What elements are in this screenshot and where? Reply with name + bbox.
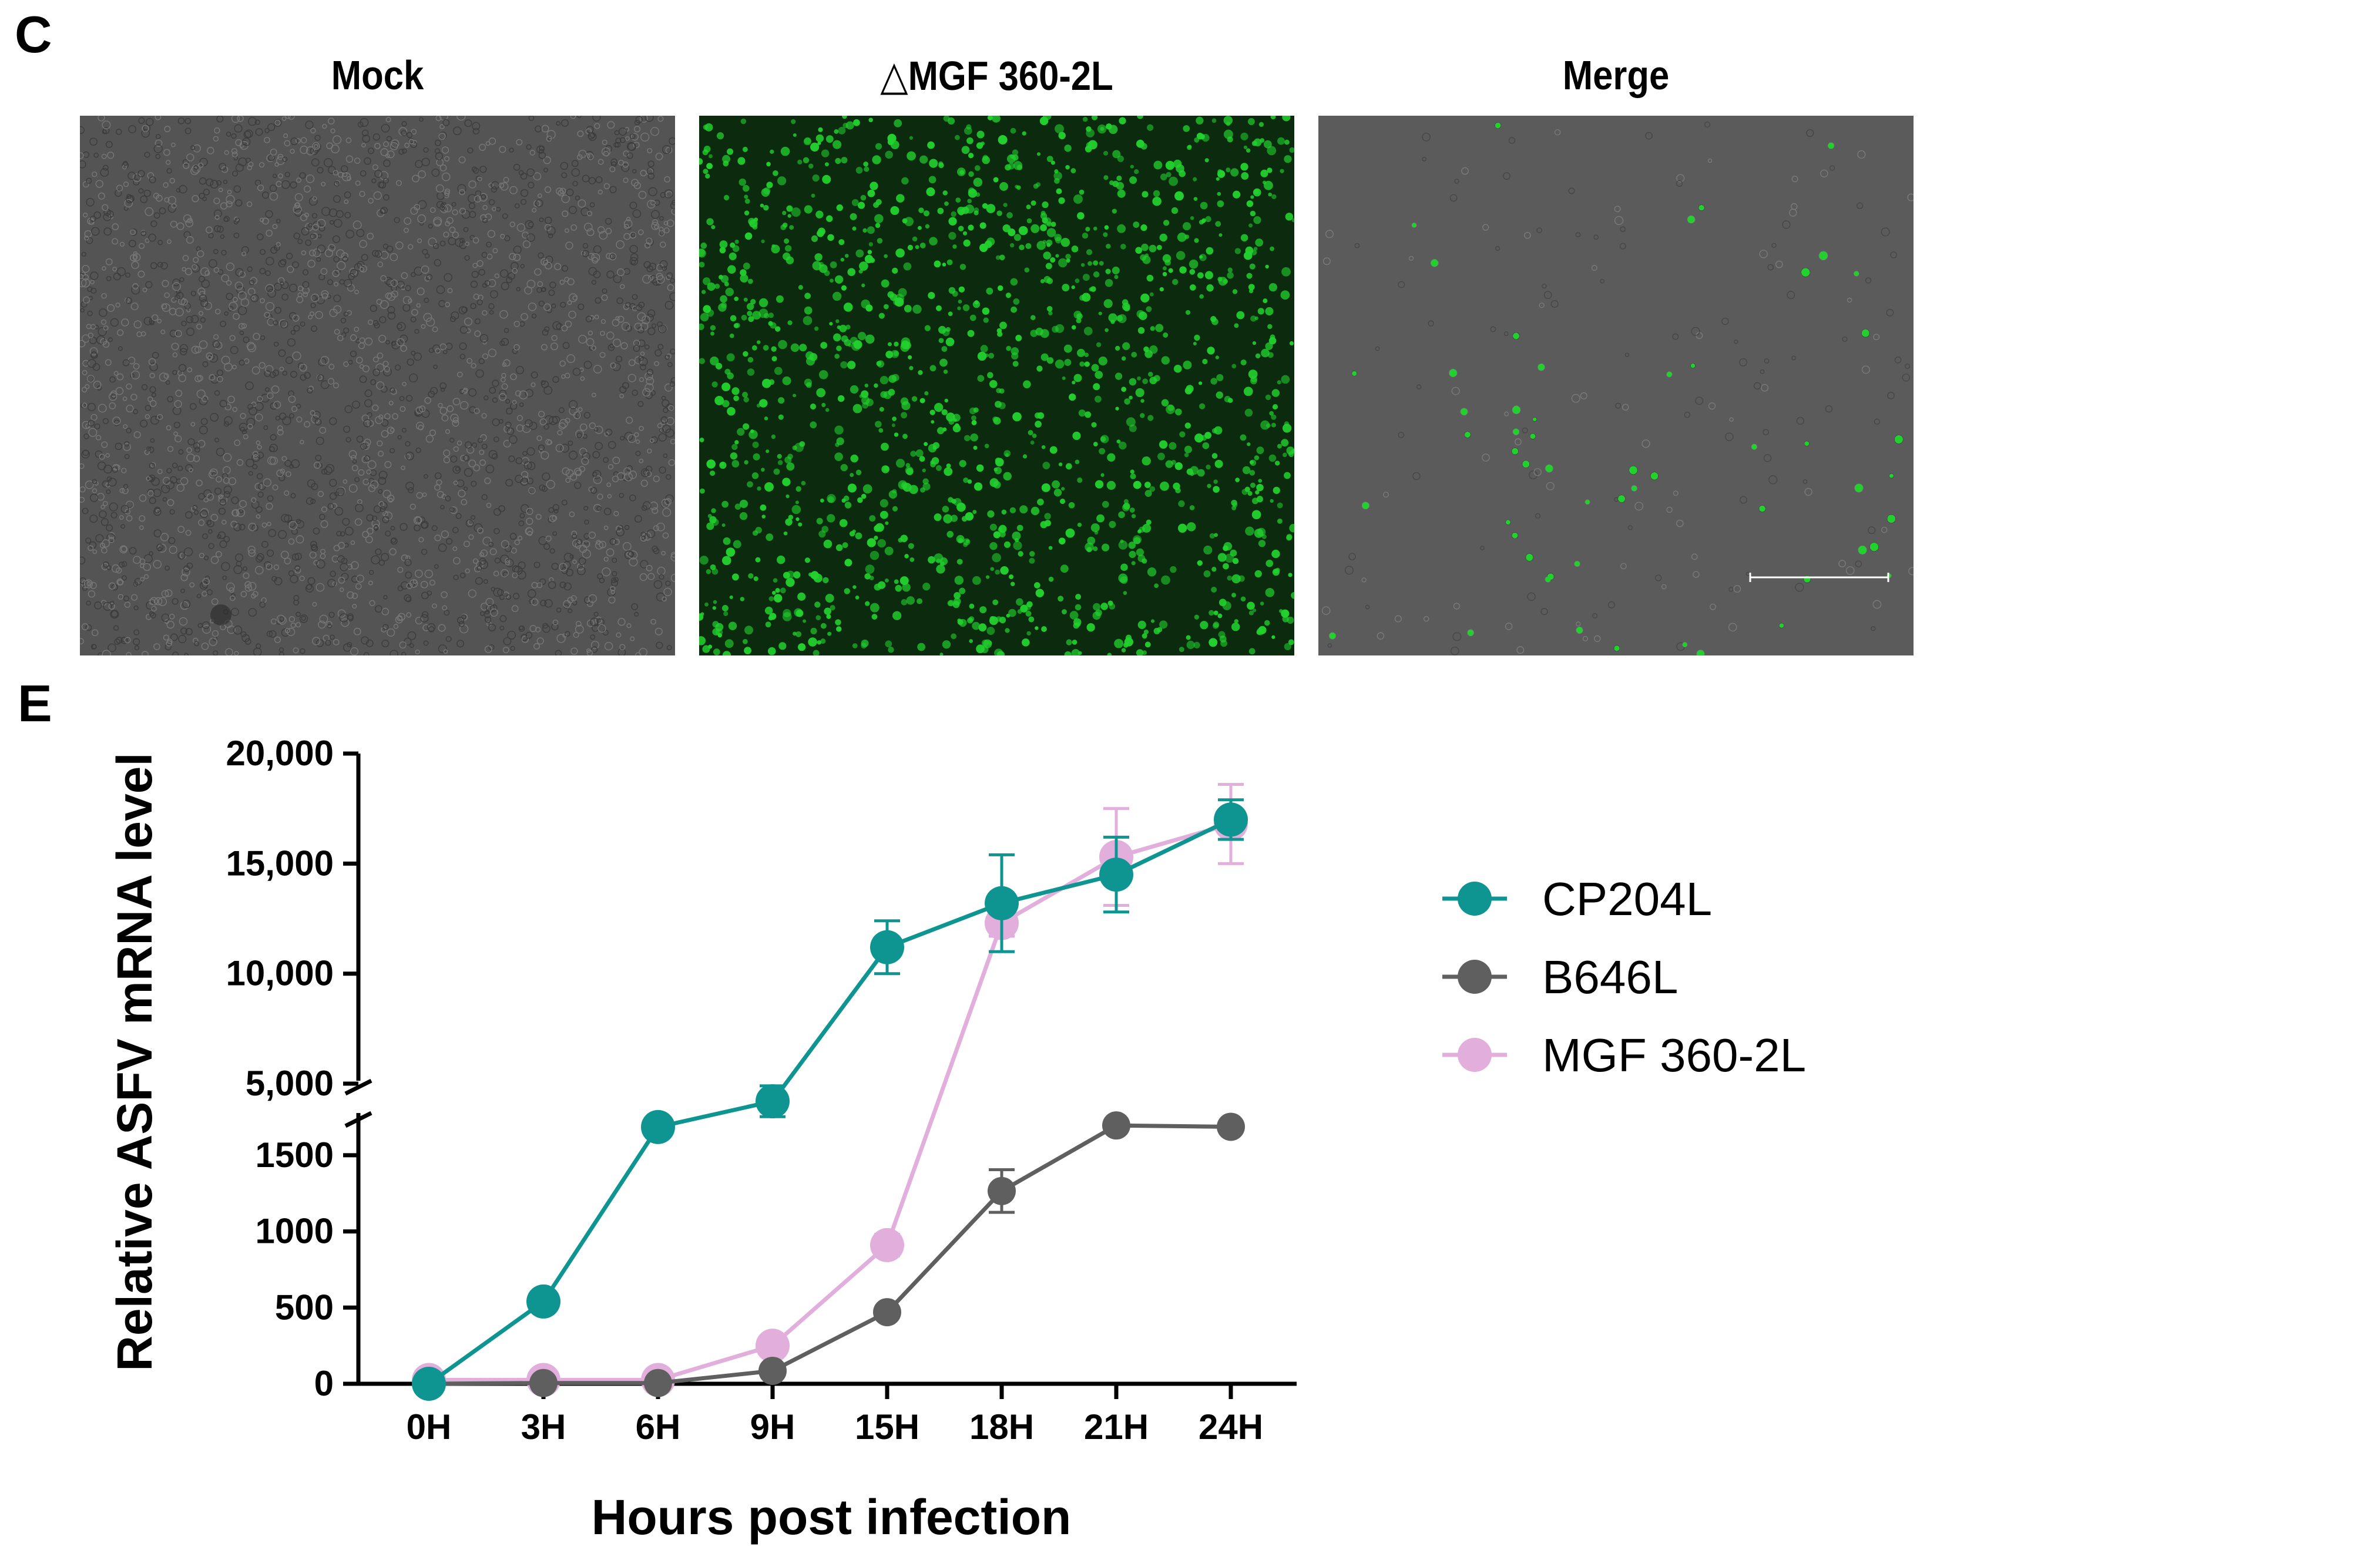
- data-point: [1217, 1112, 1245, 1141]
- x-tick-label-6: 21H: [1084, 1407, 1149, 1447]
- y-upper-tick-label-2: 15,000: [226, 843, 334, 883]
- data-point: [756, 1329, 790, 1363]
- data-point: [873, 1298, 901, 1327]
- data-point: [756, 1084, 790, 1119]
- y-lower-tick-label-0: 0: [314, 1364, 334, 1403]
- y-lower-tick-label-2: 1000: [256, 1212, 334, 1251]
- data-point: [641, 1109, 675, 1144]
- y-lower-tick-label-3: 1500: [256, 1135, 334, 1175]
- data-point: [644, 1369, 672, 1397]
- y-upper-tick-label-0: 5,000: [246, 1064, 334, 1103]
- legend-label-0: CP204L: [1542, 873, 1712, 925]
- data-point: [526, 1284, 560, 1319]
- axis-break-mark: [344, 1078, 372, 1096]
- merge-image-title: Merge: [1562, 52, 1670, 98]
- data-point: [870, 1228, 904, 1262]
- mgf-fluorescence-image: [699, 116, 1294, 655]
- panel-e-letter: E: [18, 674, 52, 732]
- data-point: [758, 1356, 787, 1385]
- merge-image: [1318, 116, 1914, 655]
- series-line: [427, 818, 1232, 1386]
- y-axis-label: Relative ASFV mRNA level: [107, 752, 162, 1371]
- x-tick-label-0: 0H: [407, 1407, 452, 1447]
- data-point: [870, 930, 904, 964]
- legend: CP204L B646L MGF 360-2L: [1442, 873, 1806, 1081]
- data-point: [529, 1369, 558, 1397]
- data-point: [1099, 858, 1133, 892]
- scale-bar: [1749, 573, 1889, 582]
- axis-break-mark: [344, 1111, 372, 1128]
- data-point: [1102, 1111, 1130, 1140]
- mock-image-title: Mock: [331, 52, 424, 98]
- x-tick-label-7: 24H: [1199, 1407, 1263, 1447]
- y-upper-tick-label-3: 20,000: [226, 734, 334, 773]
- mrna-line-chart: E 0 500 1000 1500 5,000 10,000 15,000 20,000 0H 3H…: [18, 674, 1806, 1545]
- x-tick-label-5: 18H: [969, 1407, 1034, 1447]
- mgf-image-title: △MGF 360-2L: [880, 53, 1113, 99]
- x-tick-label-1: 3H: [521, 1407, 566, 1447]
- series-b646l: [415, 1111, 1245, 1398]
- x-axis-label: Hours post infection: [592, 1490, 1072, 1545]
- legend-swatch-marker: [1458, 960, 1492, 994]
- y-upper-tick-label-1: 10,000: [226, 954, 334, 993]
- series-cp204l: [412, 798, 1248, 1401]
- data-point: [985, 886, 1019, 920]
- x-tick-label-4: 15H: [855, 1407, 919, 1447]
- y-lower-tick-label-1: 500: [275, 1287, 334, 1327]
- series-line: [428, 1123, 1231, 1386]
- data-point: [412, 1367, 446, 1401]
- legend-swatch-marker: [1458, 882, 1492, 916]
- data-point: [1214, 802, 1248, 837]
- legend-swatch-marker: [1458, 1038, 1492, 1072]
- panel-c-letter: C: [15, 5, 52, 63]
- x-tick-label-2: 6H: [636, 1407, 681, 1447]
- mock-brightfield-image: [80, 116, 675, 655]
- data-point: [988, 1176, 1016, 1205]
- chart-axes: 0 500 1000 1500 5,000 10,000 15,000 20,000 0H 3H 6…: [226, 734, 1297, 1447]
- legend-label-2: MGF 360-2L: [1542, 1029, 1806, 1081]
- legend-label-1: B646L: [1542, 951, 1678, 1003]
- series-line: [429, 822, 1231, 1383]
- x-tick-label-3: 9H: [750, 1407, 795, 1447]
